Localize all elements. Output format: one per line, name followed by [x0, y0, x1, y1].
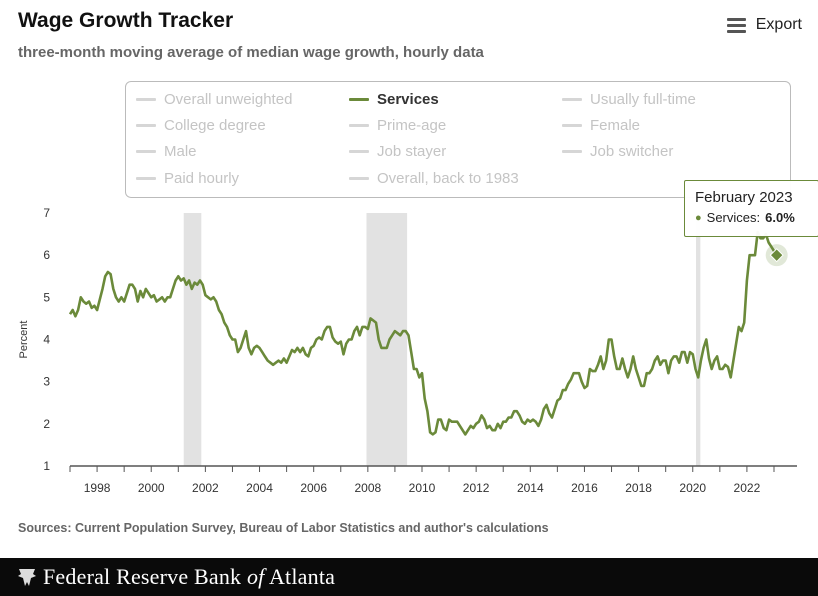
x-tick-label: 2006 [300, 481, 327, 495]
legend-swatch [562, 124, 582, 127]
legend-swatch [136, 98, 156, 101]
x-tick-label: 2014 [517, 481, 544, 495]
legend-label: Usually full-time [590, 91, 696, 108]
legend-swatch [349, 124, 369, 127]
legend-item-job-switcher[interactable]: Job switcher [562, 143, 673, 160]
legend-label: Job stayer [377, 143, 447, 160]
y-tick-label: 2 [43, 417, 50, 431]
chart-tooltip: February 2023 ● Services: 6.0% [684, 180, 818, 237]
series-line-services [68, 230, 778, 436]
recession-band [696, 213, 701, 466]
legend-item-female[interactable]: Female [562, 117, 640, 134]
sources-note: Sources: Current Population Survey, Bure… [18, 521, 549, 535]
chart-subtitle: three-month moving average of median wag… [18, 44, 484, 61]
footer-bar: Federal Reserve Bank of Atlanta [0, 558, 818, 596]
legend-swatch [562, 150, 582, 153]
legend-label: Male [164, 143, 197, 160]
eagle-seal-icon [18, 569, 36, 586]
x-tick-label: 2018 [625, 481, 652, 495]
tooltip-row: ● Services: 6.0% [695, 210, 818, 225]
legend-item-services[interactable]: Services [349, 91, 439, 108]
x-tick-label: 2002 [192, 481, 219, 495]
legend-swatch [136, 124, 156, 127]
x-tick-label: 2020 [679, 481, 706, 495]
legend-label: Services [377, 91, 439, 108]
hamburger-menu-icon [726, 17, 746, 33]
series-layer [68, 230, 788, 436]
legend-label: Paid hourly [164, 170, 240, 187]
series-dot-icon: ● [695, 211, 702, 224]
x-tick-label: 1998 [84, 481, 111, 495]
axes: 1 2 3 4 5 6 7 Percent 1998 2000 2002 2004 2006 2008 20… [18, 206, 797, 495]
legend-label: Overall, back to 1983 [377, 170, 519, 187]
x-tick-label: 2008 [354, 481, 381, 495]
y-axis-label: Percent [18, 321, 30, 359]
x-tick-label: 2012 [463, 481, 490, 495]
legend-label: College degree [164, 117, 266, 134]
legend-label: Job switcher [590, 143, 674, 160]
legend-item-prime-age[interactable]: Prime-age [349, 117, 446, 134]
chart-legend: Overall unweighted Services Usually full… [125, 81, 791, 198]
legend-item-paid-hourly[interactable]: Paid hourly [136, 170, 239, 187]
tooltip-series-label: Services: [706, 210, 761, 225]
legend-swatch [562, 98, 582, 101]
legend-item-male[interactable]: Male [136, 143, 197, 160]
recession-band [183, 213, 202, 466]
legend-swatch [349, 98, 369, 101]
x-tick-label: 2010 [409, 481, 436, 495]
legend-item-usually-full-time[interactable]: Usually full-time [562, 91, 696, 108]
legend-swatch [349, 150, 369, 153]
legend-swatch [349, 177, 369, 180]
legend-label: Female [590, 117, 641, 134]
y-tick-label: 1 [43, 459, 50, 473]
legend-label: Prime-age [377, 117, 447, 134]
y-tick-label: 7 [43, 206, 50, 220]
x-tick-label: 2000 [138, 481, 165, 495]
x-tick-label: 2016 [571, 481, 598, 495]
x-tick-label: 2004 [246, 481, 273, 495]
y-tick-label: 6 [43, 248, 50, 262]
legend-swatch [136, 150, 156, 153]
legend-label: Overall unweighted [164, 91, 293, 108]
legend-item-college-degree[interactable]: College degree [136, 117, 266, 134]
legend-swatch [136, 177, 156, 180]
highlight-marker [769, 248, 784, 263]
footer-bank-name: Federal Reserve Bank of Atlanta [43, 564, 336, 589]
export-button[interactable]: Export [726, 16, 802, 34]
legend-item-overall-back-to-1983[interactable]: Overall, back to 1983 [349, 170, 519, 187]
tooltip-value: 6.0% [765, 210, 795, 225]
x-tick-label: 2022 [734, 481, 761, 495]
y-tick-label: 3 [43, 375, 50, 389]
legend-item-job-stayer[interactable]: Job stayer [349, 143, 446, 160]
y-tick-label: 4 [43, 333, 50, 347]
recession-bands [183, 213, 701, 466]
recession-band [366, 213, 408, 466]
tooltip-title: February 2023 [695, 189, 793, 206]
export-label: Export [755, 16, 802, 33]
y-tick-label: 5 [43, 290, 50, 304]
page-title: Wage Growth Tracker [18, 9, 234, 32]
legend-item-overall-unweighted[interactable]: Overall unweighted [136, 91, 292, 108]
